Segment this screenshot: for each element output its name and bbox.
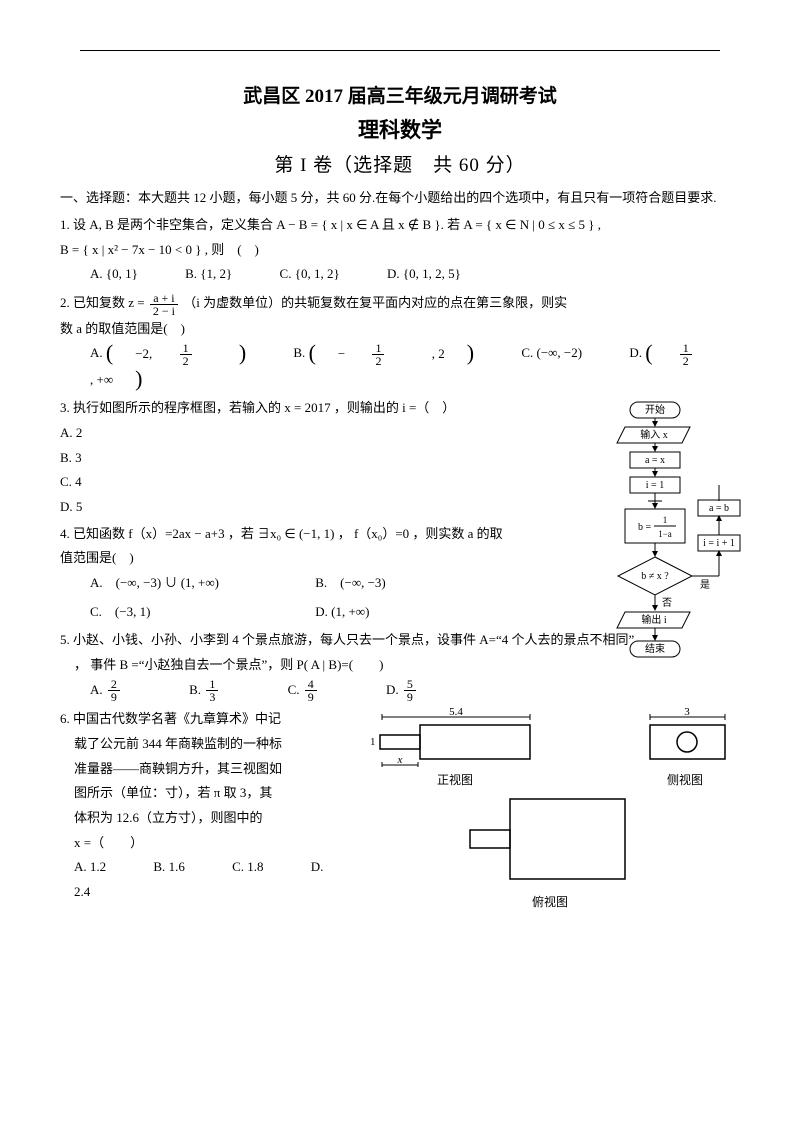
question-2: 2. 已知复数 z = a + i 2 − i （i 为虚数单位）的共轭复数在复… — [60, 291, 740, 392]
front-view-svg: 5.4 x 1 — [360, 707, 550, 767]
q4-options-row1: A. (−∞, −3) ∪ (1, +∞) B. (−∞, −3) — [60, 571, 580, 596]
svg-text:i = i + 1: i = i + 1 — [703, 538, 735, 549]
svg-text:输入 x: 输入 x — [640, 428, 668, 441]
svg-text:a = b: a = b — [709, 503, 729, 514]
q4-options-row2: C. (−3, 1) D. (1, +∞) — [60, 600, 580, 625]
flowchart-svg: 开始 输入 x a = x i = 1 b = 1 1−a a — [600, 400, 745, 715]
q2-fraction: a + i 2 − i — [150, 292, 178, 317]
q5-opt-b: B. 13 — [189, 682, 262, 697]
q3-opt-c: C. 4 — [60, 470, 560, 495]
q2-options: A. (−2, 12 ) B. (− 12 , 2) C. (−∞, −2) D… — [60, 341, 740, 392]
q6-opt-c: C. 1.8 — [232, 859, 285, 874]
q3-text: 3. 执行如图所示的程序框图，若输入的 x = 2017 ，则输出的 i =（ … — [60, 396, 560, 421]
svg-text:x: x — [397, 754, 403, 766]
svg-text:否: 否 — [662, 597, 672, 609]
q5-opt-c: C. 49 — [288, 682, 361, 697]
svg-text:开始: 开始 — [645, 403, 665, 416]
q1-opt-a: A. {0, 1} — [90, 266, 160, 281]
side-view-svg: 3 — [630, 707, 740, 767]
q4-opt-b: B. (−∞, −3) — [315, 575, 408, 590]
svg-text:b =: b = — [638, 522, 652, 533]
q6-figures: 5.4 x 1 正视图 — [340, 707, 740, 910]
title-line-1: 武昌区 2017 届高三年级元月调研考试 — [60, 81, 740, 108]
q4-opt-a: A. (−∞, −3) ∪ (1, +∞) — [90, 571, 290, 596]
front-view: 5.4 x 1 正视图 — [360, 707, 550, 788]
q6-opt-b: B. 1.6 — [153, 859, 206, 874]
side-view: 3 侧视图 — [630, 707, 740, 788]
q5-opt-a: A. 29 — [90, 682, 164, 697]
q1-opt-d: D. {0, 1, 2, 5} — [387, 266, 483, 281]
q1-options: A. {0, 1} B. {1, 2} C. {0, 1, 2} D. {0, … — [60, 262, 740, 287]
top-view: 俯视图 — [360, 794, 740, 910]
question-3: 3. 执行如图所示的程序框图，若输入的 x = 2017 ，则输出的 i =（ … — [60, 396, 560, 519]
svg-text:a = x: a = x — [645, 455, 665, 466]
q3-opt-d: D. 5 — [60, 495, 560, 520]
q4-line2: 值范围是( ) — [60, 546, 580, 571]
svg-text:5.4: 5.4 — [449, 707, 463, 718]
question-4: 4. 已知函数 f（x）=2ax − a+3 ，若 ∃x₀ ∈ (−1, 1) … — [60, 522, 580, 625]
q2-opt-b: B. (− 12 , 2) — [293, 345, 499, 360]
question-6: 6. 中国古代数学名著《九章算术》中记 载了公元前 344 年商鞅监制的一种标 … — [60, 707, 740, 910]
q4-opt-d: D. (1, +∞) — [315, 604, 391, 619]
svg-text:输出 i: 输出 i — [641, 613, 667, 626]
svg-text:1: 1 — [370, 736, 376, 748]
svg-text:结束: 结束 — [645, 642, 665, 655]
q6-text: 6. 中国古代数学名著《九章算术》中记 载了公元前 344 年商鞅监制的一种标 … — [60, 707, 340, 910]
q4-opt-c: C. (−3, 1) — [90, 600, 290, 625]
q2-line1: 2. 已知复数 z = a + i 2 − i （i 为虚数单位）的共轭复数在复… — [60, 291, 740, 317]
q4-line1: 4. 已知函数 f（x）=2ax − a+3 ，若 ∃x₀ ∈ (−1, 1) … — [60, 522, 580, 547]
flowchart: 开始 输入 x a = x i = 1 b = 1 1−a a — [600, 400, 745, 715]
q2-line2: 数 a 的取值范围是( ) — [60, 317, 740, 342]
q3-opt-b: B. 3 — [60, 446, 560, 471]
q5-opt-d: D. 59 — [386, 682, 460, 697]
q6-opt-a: A. 1.2 — [74, 859, 128, 874]
q1-line1: 1. 设 A, B 是两个非空集合，定义集合 A − B = { x | x ∈… — [60, 213, 740, 238]
section-instructions: 一、选择题：本大题共 12 小题，每小题 5 分，共 60 分.在每个小题给出的… — [60, 187, 740, 209]
svg-text:b ≠ x ?: b ≠ x ? — [641, 571, 669, 582]
q1-opt-c: C. {0, 1, 2} — [280, 266, 362, 281]
top-view-svg — [450, 794, 650, 889]
q3-opt-a: A. 2 — [60, 421, 560, 446]
title-line-2: 理科数学 — [60, 114, 740, 144]
q2-opt-c: C. (−∞, −2) — [521, 345, 604, 360]
svg-text:是: 是 — [700, 579, 710, 591]
top-rule — [80, 50, 720, 51]
q6-options: A. 1.2 B. 1.6 C. 1.8 D. 2.4 — [60, 855, 340, 904]
svg-text:1−a: 1−a — [658, 529, 672, 539]
q1-line2: B = { x | x² − 7x − 10 < 0 } , 则 ( ) — [60, 238, 740, 263]
exam-page: 武昌区 2017 届高三年级元月调研考试 理科数学 第 I 卷（选择题 共 60… — [0, 0, 800, 1132]
q2-opt-a: A. (−2, 12 ) — [90, 345, 271, 360]
question-1: 1. 设 A, B 是两个非空集合，定义集合 A − B = { x | x ∈… — [60, 213, 740, 287]
svg-text:i = 1: i = 1 — [646, 480, 664, 491]
q1-opt-b: B. {1, 2} — [185, 266, 254, 281]
title-line-3: 第 I 卷（选择题 共 60 分） — [60, 150, 740, 177]
svg-text:1: 1 — [663, 515, 668, 525]
